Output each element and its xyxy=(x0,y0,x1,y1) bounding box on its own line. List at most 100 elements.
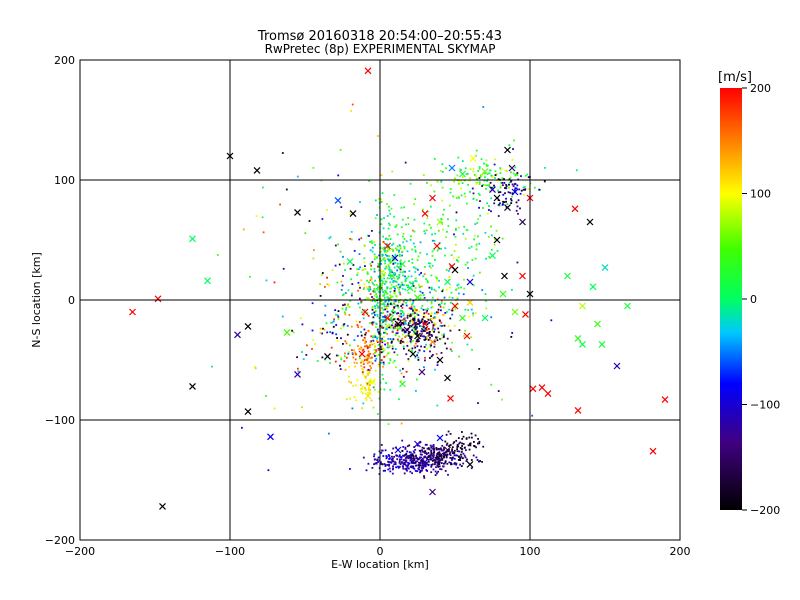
data-point xyxy=(439,338,441,340)
data-point xyxy=(426,337,429,340)
data-point xyxy=(358,284,361,287)
data-point xyxy=(311,348,313,350)
data-point xyxy=(428,265,431,268)
data-point xyxy=(429,345,432,348)
data-point xyxy=(433,316,436,318)
data-point xyxy=(336,337,338,339)
data-point xyxy=(464,195,467,198)
data-point xyxy=(433,288,436,291)
data-point xyxy=(414,198,417,200)
colorbar-tick-label: 200 xyxy=(750,82,771,95)
data-point xyxy=(406,299,409,302)
data-point xyxy=(442,449,445,452)
data-point xyxy=(392,361,395,364)
data-point xyxy=(369,357,372,359)
data-point xyxy=(422,298,425,301)
data-point xyxy=(435,311,438,314)
cross-marker xyxy=(463,332,471,340)
data-point xyxy=(386,243,388,246)
data-point xyxy=(428,223,431,226)
data-point xyxy=(411,248,414,251)
data-point xyxy=(301,351,303,353)
data-point xyxy=(343,323,346,325)
data-point xyxy=(522,188,525,191)
data-point xyxy=(398,267,401,270)
data-point xyxy=(464,329,466,332)
data-point xyxy=(441,199,444,202)
data-point xyxy=(386,246,389,249)
data-point xyxy=(361,385,364,388)
data-point xyxy=(423,465,425,468)
data-point xyxy=(393,351,396,354)
data-point xyxy=(478,368,481,370)
data-point xyxy=(522,193,525,196)
data-point xyxy=(389,470,392,473)
data-point xyxy=(428,333,431,336)
data-point xyxy=(371,246,374,249)
data-point xyxy=(398,454,401,457)
data-point xyxy=(417,323,420,325)
data-point xyxy=(430,446,433,449)
data-point xyxy=(375,357,378,360)
data-point xyxy=(395,466,397,469)
data-point xyxy=(425,278,427,280)
data-point xyxy=(382,469,385,472)
data-point xyxy=(392,308,394,311)
data-point xyxy=(377,390,380,393)
data-point xyxy=(456,303,459,306)
data-point xyxy=(412,462,415,464)
colorbar-label: [m/s] xyxy=(718,70,752,85)
data-point xyxy=(466,202,468,205)
data-point xyxy=(380,361,383,364)
data-point xyxy=(412,454,415,457)
data-point xyxy=(435,461,438,464)
data-point xyxy=(381,347,384,350)
data-point xyxy=(441,333,443,336)
data-point xyxy=(425,469,428,471)
data-point xyxy=(382,321,384,323)
data-point xyxy=(363,309,366,311)
data-point xyxy=(319,327,322,330)
data-point xyxy=(376,304,378,307)
data-point xyxy=(406,456,409,459)
data-point xyxy=(479,174,482,177)
data-point xyxy=(451,459,453,461)
data-point xyxy=(514,189,516,191)
data-point xyxy=(497,178,500,181)
data-point xyxy=(433,190,436,193)
data-point xyxy=(380,259,383,262)
data-point xyxy=(428,328,430,330)
cross-marker xyxy=(421,210,429,218)
data-point xyxy=(487,184,490,187)
data-point xyxy=(380,319,383,321)
data-point xyxy=(382,291,384,293)
cross-marker xyxy=(346,258,354,266)
data-point xyxy=(420,330,423,332)
data-point xyxy=(363,261,366,264)
data-point xyxy=(421,292,424,294)
data-point xyxy=(443,448,445,450)
data-point xyxy=(374,314,376,316)
data-point xyxy=(411,313,413,316)
data-point xyxy=(392,257,395,260)
data-point xyxy=(362,313,365,316)
data-point xyxy=(347,303,350,306)
data-point xyxy=(399,458,401,461)
data-point xyxy=(459,457,461,460)
data-point xyxy=(399,327,401,330)
data-point xyxy=(321,272,324,274)
data-point xyxy=(502,184,504,187)
data-point xyxy=(373,453,376,456)
data-point xyxy=(312,167,315,169)
data-point xyxy=(401,254,403,257)
data-point xyxy=(410,458,413,460)
data-point xyxy=(407,223,410,225)
data-point xyxy=(442,306,445,309)
data-point xyxy=(430,319,432,322)
data-point xyxy=(380,463,383,465)
data-point xyxy=(391,278,393,280)
data-point xyxy=(431,454,434,457)
data-point xyxy=(405,468,408,471)
data-point xyxy=(370,277,373,280)
data-point xyxy=(390,461,393,464)
